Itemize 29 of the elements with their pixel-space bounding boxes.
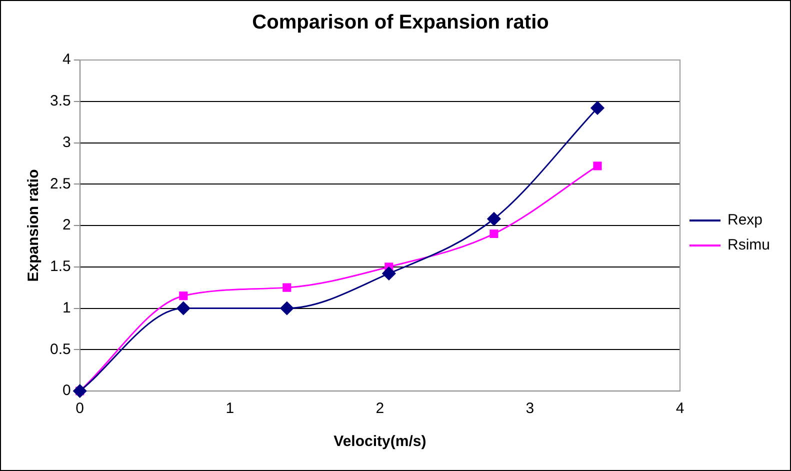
point — [73, 384, 87, 398]
y-axis-title: Expansion ratio — [25, 169, 42, 282]
point — [590, 101, 604, 115]
point — [179, 292, 188, 300]
y-tick-label: 4 — [62, 51, 71, 68]
y-tick-label: 3 — [62, 134, 71, 151]
point — [280, 302, 294, 315]
y-tick-label: 0.5 — [50, 340, 71, 358]
y-tick-label: 1.5 — [50, 258, 71, 276]
x-tick-label: 4 — [676, 400, 684, 418]
x-tick-label: 0 — [76, 400, 84, 418]
x-axis-title: Velocity(m/s) — [334, 433, 426, 450]
y-tick-label: 2.5 — [50, 175, 71, 192]
y-tick-label: 1 — [62, 299, 71, 316]
point — [487, 212, 501, 226]
x-tick-label: 1 — [226, 400, 234, 418]
chart-title: Comparison of Expansion ratio — [252, 12, 549, 34]
point — [593, 162, 602, 170]
x-tick-label: 2 — [376, 400, 384, 418]
point — [490, 229, 498, 238]
legend-label: Rsimu — [728, 236, 770, 254]
point — [282, 283, 292, 292]
point — [382, 266, 396, 280]
legend-label: Rexp — [728, 212, 763, 229]
point — [176, 302, 190, 315]
x-tick-label: 3 — [526, 400, 534, 418]
y-tick-label: 2 — [62, 216, 71, 234]
y-tick-label: 0 — [62, 382, 71, 400]
y-tick-label: 3.5 — [50, 92, 71, 110]
